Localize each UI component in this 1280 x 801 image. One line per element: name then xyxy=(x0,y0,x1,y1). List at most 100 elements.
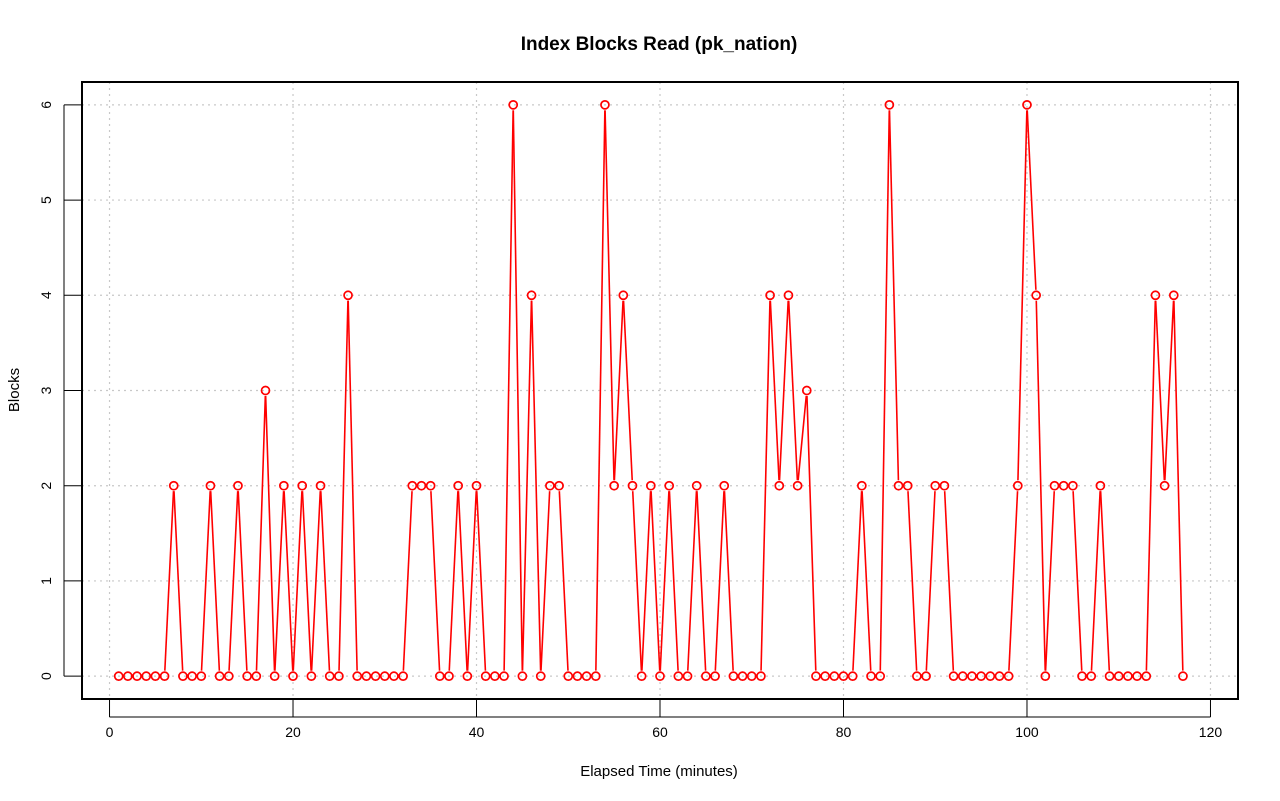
data-point-12 xyxy=(223,671,234,681)
data-point-113 xyxy=(1150,290,1161,301)
data-point-55 xyxy=(618,290,629,301)
series-segment-97 xyxy=(1008,491,1019,671)
data-point-22 xyxy=(315,480,326,491)
data-point-19 xyxy=(288,671,298,681)
data-point-27 xyxy=(361,671,372,681)
data-point-74 xyxy=(792,480,803,491)
data-point-34 xyxy=(425,480,436,491)
data-point-25 xyxy=(343,290,353,301)
y-tick-label-0: 0 xyxy=(38,672,54,680)
x-tick-label-5: 100 xyxy=(1015,724,1039,740)
series-segment-46 xyxy=(540,491,551,671)
data-point-6 xyxy=(168,480,179,491)
data-point-66 xyxy=(719,480,730,491)
x-tick-label-2: 40 xyxy=(469,724,485,740)
series-segment-74 xyxy=(797,395,808,481)
data-point-52 xyxy=(590,671,601,681)
series-segment-80 xyxy=(852,491,863,671)
data-point-60 xyxy=(664,480,675,491)
series-segment-19 xyxy=(292,491,303,671)
data-point-44 xyxy=(517,671,528,681)
data-point-81 xyxy=(856,480,867,491)
data-point-31 xyxy=(398,671,408,681)
y-tick-label-1: 1 xyxy=(38,577,54,585)
data-point-18 xyxy=(278,480,289,491)
data-point-21 xyxy=(306,671,317,681)
series-segment-63 xyxy=(696,491,707,671)
series-segment-73 xyxy=(787,300,799,481)
y-tick-label-4: 4 xyxy=(38,291,54,299)
data-point-73 xyxy=(783,290,794,301)
grid-lines xyxy=(82,82,1238,699)
data-point-9 xyxy=(196,671,207,681)
data-point-101 xyxy=(1040,671,1051,681)
series-segment-42 xyxy=(503,110,514,671)
y-tick-label-6: 6 xyxy=(38,101,54,109)
series-segment-24 xyxy=(338,300,349,671)
data-point-38 xyxy=(462,671,473,681)
series-segment-114 xyxy=(1164,300,1175,481)
data-point-88 xyxy=(921,671,931,681)
data-point-64 xyxy=(701,671,711,681)
series-segment-5 xyxy=(164,491,175,671)
series-segment-55 xyxy=(622,300,634,481)
data-point-30 xyxy=(389,671,399,681)
data-point-112 xyxy=(1141,671,1152,681)
data-point-116 xyxy=(1178,671,1188,681)
data-point-1 xyxy=(123,671,133,681)
data-point-97 xyxy=(1003,671,1014,681)
series-segment-66 xyxy=(723,491,734,671)
series-segment-72 xyxy=(778,300,789,481)
data-point-111 xyxy=(1132,671,1142,681)
data-point-71 xyxy=(765,290,775,301)
data-point-4 xyxy=(150,671,161,681)
data-point-29 xyxy=(379,671,390,681)
data-point-104 xyxy=(1068,480,1078,491)
series-segment-21 xyxy=(310,491,322,671)
data-point-75 xyxy=(801,385,812,396)
series-segment-98 xyxy=(1017,110,1028,481)
data-point-94 xyxy=(976,671,986,681)
data-point-93 xyxy=(967,671,977,681)
series-segment-53 xyxy=(604,110,615,481)
data-point-42 xyxy=(499,671,509,681)
series-segment-39 xyxy=(475,491,487,671)
data-point-48 xyxy=(554,480,564,491)
data-point-36 xyxy=(444,671,454,681)
series-segment-48 xyxy=(558,491,569,671)
data-point-82 xyxy=(866,671,876,681)
x-tick-label-0: 0 xyxy=(106,724,114,740)
series-segment-115 xyxy=(1173,300,1184,671)
data-point-33 xyxy=(416,480,427,491)
data-point-47 xyxy=(545,480,555,491)
series-segment-112 xyxy=(1145,300,1157,671)
series-segment-99 xyxy=(1026,110,1037,290)
y-tick-label-5: 5 xyxy=(38,196,54,204)
data-point-85 xyxy=(893,480,904,491)
data-point-115 xyxy=(1168,290,1179,301)
data-point-90 xyxy=(939,480,950,491)
series-segment-36 xyxy=(448,491,459,671)
series-segment-75 xyxy=(806,395,817,671)
series-segment-22 xyxy=(320,491,331,671)
data-point-92 xyxy=(957,671,968,681)
data-point-79 xyxy=(838,671,849,681)
x-tick-label-6: 120 xyxy=(1199,724,1223,740)
data-point-49 xyxy=(563,671,574,681)
series-segment-62 xyxy=(686,491,698,671)
data-point-45 xyxy=(526,290,537,301)
x-axis-label: Elapsed Time (minutes) xyxy=(580,763,738,780)
series-segment-81 xyxy=(861,491,872,671)
data-point-69 xyxy=(746,671,757,681)
series-segment-17 xyxy=(274,491,285,671)
data-point-65 xyxy=(710,671,720,681)
data-point-54 xyxy=(609,480,619,491)
data-point-86 xyxy=(902,480,913,491)
series-segment-9 xyxy=(200,491,211,671)
series-segment-43 xyxy=(512,110,524,671)
data-point-11 xyxy=(214,671,225,681)
series-segment-88 xyxy=(925,491,936,671)
series-segment-54 xyxy=(613,300,624,481)
y-axis-label: Blocks xyxy=(6,368,23,412)
data-point-96 xyxy=(994,671,1005,681)
